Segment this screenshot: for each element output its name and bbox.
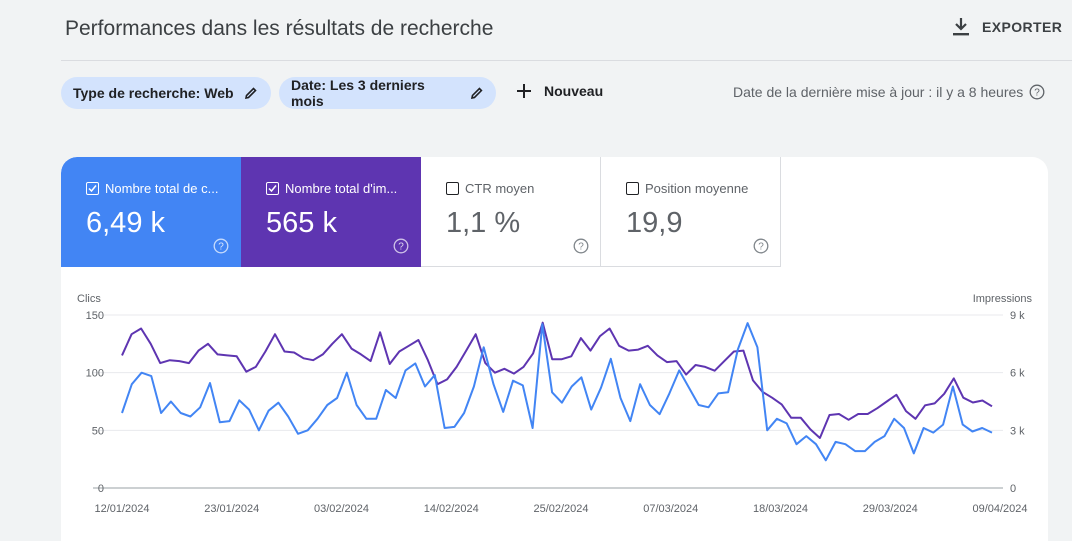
series-line-impressions bbox=[121, 321, 993, 439]
last-update-info: Date de la dernière mise à jour : il y a… bbox=[733, 84, 1045, 100]
right-axis-label: Impressions bbox=[973, 293, 1033, 305]
help-icon[interactable]: ? bbox=[573, 238, 589, 254]
x-tick-label: 14/02/2024 bbox=[424, 503, 479, 515]
metric-value: 1,1 % bbox=[446, 207, 521, 239]
x-axis-ticks: 12/01/2024 23/01/2024 03/02/2024 14/02/2024… bbox=[94, 503, 1027, 515]
performance-card: Nombre total de c... 6,49 k ? Nombre tot… bbox=[61, 157, 1048, 541]
metric-label-row: Nombre total de c... bbox=[86, 181, 218, 196]
metric-label: Position moyenne bbox=[645, 181, 749, 196]
search-type-filter-chip[interactable]: Type de recherche: Web bbox=[61, 77, 271, 109]
x-tick-label: 25/02/2024 bbox=[533, 503, 588, 515]
metric-value: 565 k bbox=[266, 207, 337, 239]
x-tick-label: 29/03/2024 bbox=[863, 503, 918, 515]
metric-label-row: Nombre total d'im... bbox=[266, 181, 397, 196]
metric-label-row: Position moyenne bbox=[626, 181, 748, 196]
x-tick-label: 12/01/2024 bbox=[94, 503, 149, 515]
export-label: EXPORTER bbox=[982, 19, 1063, 35]
new-filter-label: Nouveau bbox=[544, 83, 604, 99]
metric-label: Nombre total d'im... bbox=[285, 181, 398, 196]
x-tick-label: 23/01/2024 bbox=[204, 503, 259, 515]
metric-label: CTR moyen bbox=[465, 181, 535, 196]
checkbox-checked-icon[interactable] bbox=[86, 182, 99, 195]
metric-avg-position[interactable]: Position moyenne 19,9 ? bbox=[601, 157, 781, 267]
svg-text:?: ? bbox=[1034, 88, 1040, 99]
date-filter-chip[interactable]: Date: Les 3 derniers mois bbox=[279, 77, 496, 109]
download-icon bbox=[953, 18, 969, 36]
page-title: Performances dans les résultats de reche… bbox=[65, 17, 494, 40]
series-line-clicks bbox=[121, 322, 993, 462]
performance-chart[interactable]: Clics Impressions 150 9 k 100 6 k 50 3 k 0 0 12… bbox=[61, 267, 1048, 541]
metric-value: 19,9 bbox=[626, 207, 683, 239]
x-tick-label: 09/04/2024 bbox=[972, 503, 1027, 515]
svg-text:?: ? bbox=[578, 242, 584, 253]
left-axis-label: Clics bbox=[77, 293, 101, 305]
chart-series bbox=[121, 321, 993, 462]
header-divider bbox=[61, 60, 1072, 61]
metric-label: Nombre total de c... bbox=[105, 181, 219, 196]
metric-value: 6,49 k bbox=[86, 207, 165, 239]
last-update-text: Date de la dernière mise à jour : il y a… bbox=[733, 84, 1024, 100]
edit-icon[interactable] bbox=[470, 86, 484, 100]
top-bar: Performances dans les résultats de reche… bbox=[0, 0, 1072, 61]
help-icon[interactable]: ? bbox=[1029, 84, 1045, 100]
x-tick-label: 18/03/2024 bbox=[753, 503, 808, 515]
left-tick-label: 150 bbox=[86, 310, 104, 322]
checkbox-unchecked-icon[interactable] bbox=[446, 182, 459, 195]
search-type-label: Type de recherche: Web bbox=[73, 85, 234, 101]
new-filter-button[interactable]: Nouveau bbox=[514, 81, 603, 101]
metric-ctr[interactable]: CTR moyen 1,1 % ? bbox=[421, 157, 601, 267]
right-tick-label: 0 bbox=[1010, 483, 1016, 495]
right-tick-label: 6 k bbox=[1010, 368, 1025, 380]
right-tick-label: 9 k bbox=[1010, 310, 1025, 322]
edit-icon[interactable] bbox=[244, 86, 258, 100]
checkbox-checked-icon[interactable] bbox=[266, 182, 279, 195]
x-tick-label: 03/02/2024 bbox=[314, 503, 369, 515]
help-icon[interactable]: ? bbox=[213, 238, 229, 254]
svg-text:?: ? bbox=[218, 242, 224, 253]
metric-label-row: CTR moyen bbox=[446, 181, 534, 196]
left-tick-label: 100 bbox=[86, 368, 104, 380]
plus-icon bbox=[517, 84, 531, 98]
left-tick-label: 50 bbox=[92, 425, 104, 437]
date-label: Date: Les 3 derniers mois bbox=[291, 77, 425, 109]
left-tick-label: 0 bbox=[98, 483, 104, 495]
metric-total-impressions[interactable]: Nombre total d'im... 565 k ? bbox=[241, 157, 421, 267]
right-tick-label: 3 k bbox=[1010, 425, 1025, 437]
svg-text:?: ? bbox=[398, 242, 404, 253]
export-button[interactable]: EXPORTER bbox=[952, 17, 1062, 37]
chart-grid bbox=[93, 314, 1003, 489]
checkbox-unchecked-icon[interactable] bbox=[626, 182, 639, 195]
metric-total-clicks[interactable]: Nombre total de c... 6,49 k ? bbox=[61, 157, 241, 267]
y-axis-ticks: 150 9 k 100 6 k 50 3 k 0 0 bbox=[86, 310, 1026, 495]
help-icon[interactable]: ? bbox=[393, 238, 409, 254]
help-icon[interactable]: ? bbox=[753, 238, 769, 254]
svg-text:?: ? bbox=[758, 242, 764, 253]
x-tick-label: 07/03/2024 bbox=[643, 503, 698, 515]
